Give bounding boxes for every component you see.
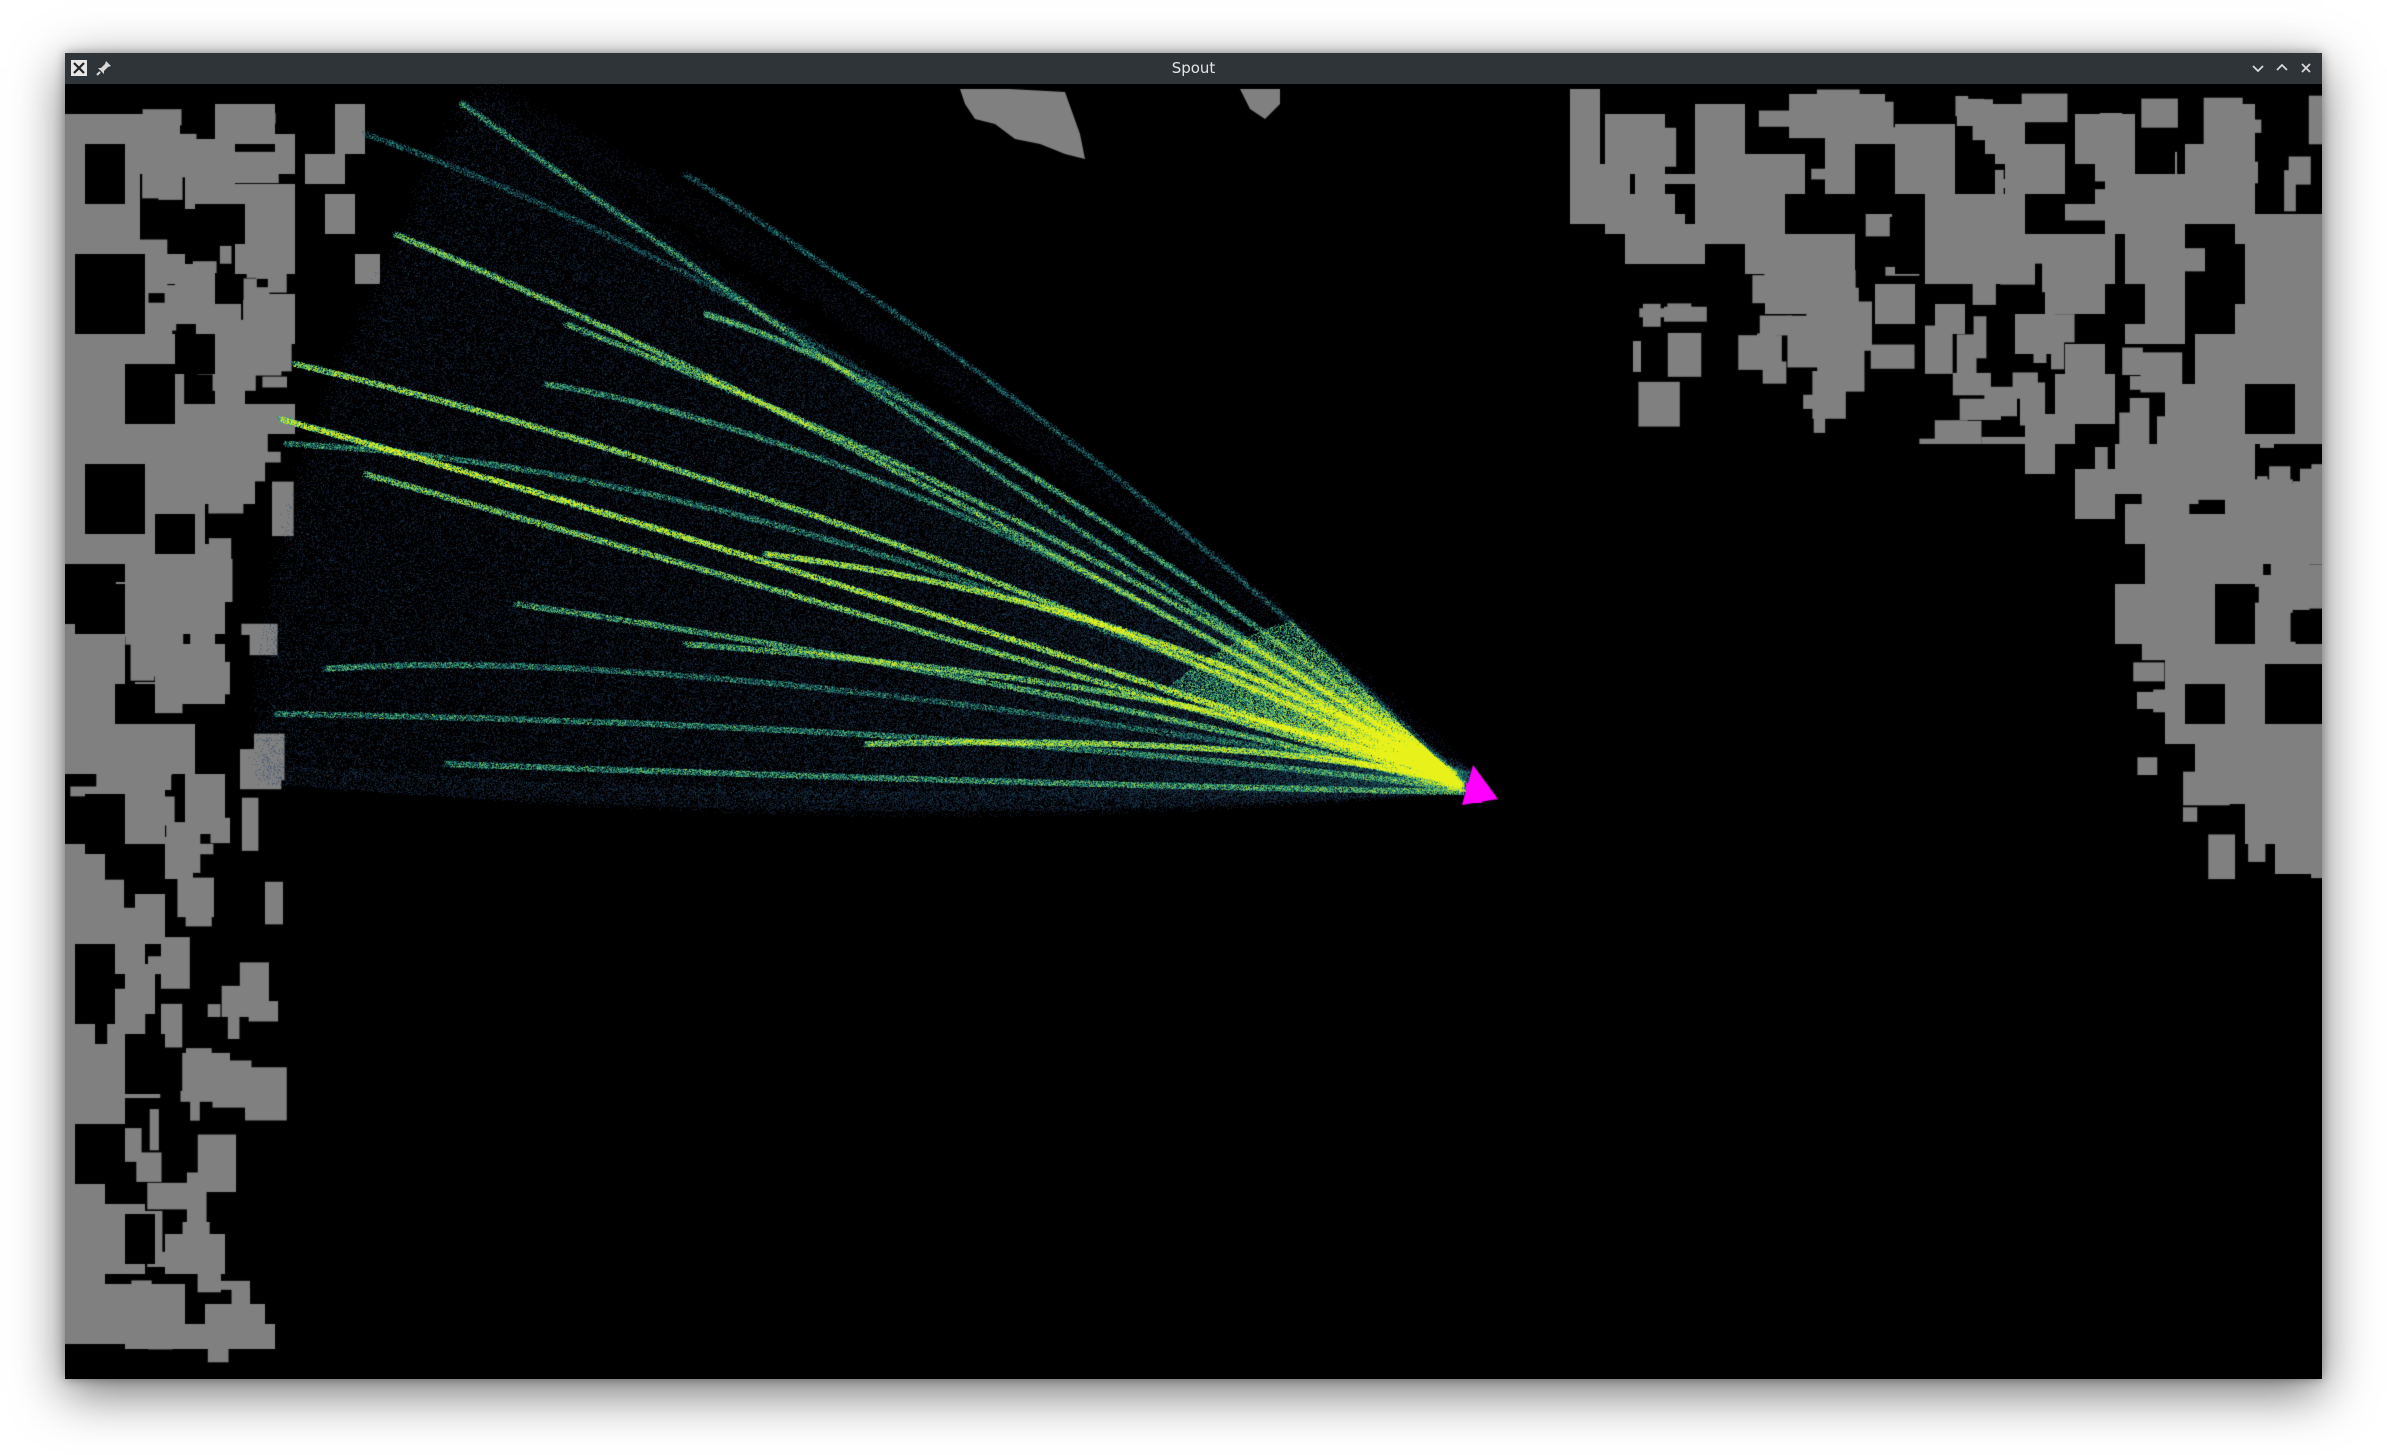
close-button[interactable] — [2296, 58, 2316, 78]
game-canvas[interactable] — [65, 84, 2322, 1379]
chevron-down-icon — [2252, 65, 2264, 73]
chevron-up-icon — [2276, 63, 2288, 71]
pin-icon[interactable] — [95, 59, 113, 77]
title-bar[interactable]: Spout — [65, 53, 2322, 84]
window-title: Spout — [1171, 59, 1216, 77]
game-window: Spout — [65, 53, 2322, 1379]
maximize-button[interactable] — [2272, 58, 2292, 78]
window-controls — [2248, 58, 2316, 80]
x-app-icon — [71, 60, 87, 76]
minimize-button[interactable] — [2248, 58, 2268, 78]
close-icon — [2301, 63, 2311, 73]
